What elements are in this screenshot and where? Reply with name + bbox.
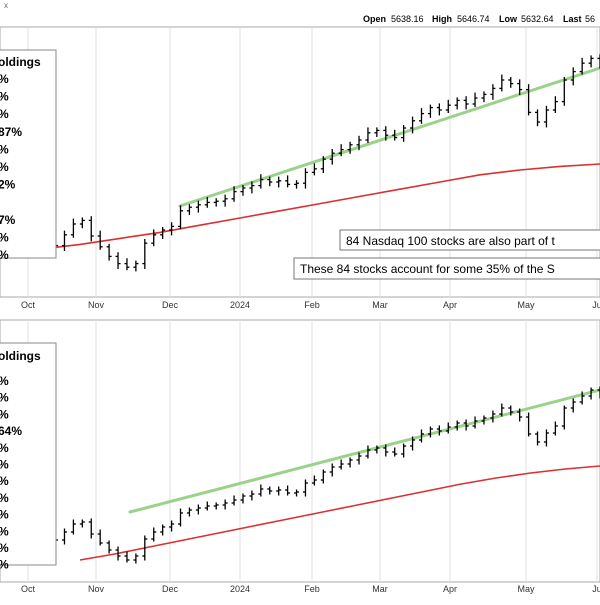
bottom-legend-title: oldings <box>0 349 41 363</box>
top-legend-row: 2% <box>0 178 16 192</box>
bottom-legend-row: % <box>0 458 9 472</box>
bottom-legend-row: % <box>0 491 9 505</box>
top-legend-row: % <box>0 248 9 262</box>
bottom-x-axis: Oct Nov Dec 2024 Feb Mar Apr May Ju <box>21 584 600 594</box>
high-label: High <box>432 14 452 24</box>
bottom-x-tick-label: Mar <box>372 584 388 594</box>
top-chart-panel: oldings %%% 87%%% 2% 7%%% 84 Nasdaq 100 sto… <box>0 27 600 310</box>
bottom-legend-row: % <box>0 508 9 522</box>
open-label: Open <box>363 14 386 24</box>
ohlc-header: x Open 5638.16 High 5646.74 Low 5632.64 … <box>4 1 595 24</box>
annotation-text-1: 84 Nasdaq 100 stocks are also part of t <box>346 234 555 248</box>
top-x-tick-label: Apr <box>443 300 457 310</box>
bottom-legend-row: % <box>0 541 9 555</box>
top-x-tick-label: Nov <box>88 300 105 310</box>
bottom-x-tick-label: Ju <box>592 584 600 594</box>
top-legend-row: % <box>0 107 9 121</box>
bottom-plot-area <box>0 320 600 582</box>
top-x-axis: Oct Nov Dec 2024 Feb Mar Apr May Ju <box>21 300 600 310</box>
bottom-x-tick-label: Feb <box>304 584 320 594</box>
bottom-legend-row: % <box>0 374 9 388</box>
bottom-chart-panel: oldings %%% 64%%%%%%%%% Oct Nov Dec 2024 Feb M… <box>0 320 600 594</box>
top-x-tick-label: Feb <box>304 300 320 310</box>
bottom-legend-row: % <box>0 407 9 421</box>
bottom-legend-row: % <box>0 391 9 405</box>
top-legend-row: % <box>0 230 9 244</box>
low-label: Low <box>499 14 518 24</box>
annotation-text-2: These 84 stocks account for some 35% of … <box>300 262 555 276</box>
bottom-legend-row: 64% <box>0 424 22 438</box>
top-x-tick-label: May <box>517 300 535 310</box>
bottom-legend-row: % <box>0 524 9 538</box>
top-legend-row: 7% <box>0 213 16 227</box>
top-x-tick-label: Oct <box>21 300 36 310</box>
bottom-legend-row: % <box>0 441 9 455</box>
bottom-x-tick-label: Oct <box>21 584 36 594</box>
top-legend-row: % <box>0 142 9 156</box>
bottom-x-tick-label: Nov <box>88 584 105 594</box>
top-holdings-legend: oldings %%% 87%%% 2% 7%%% <box>0 50 56 262</box>
last-label: Last <box>563 14 582 24</box>
top-x-tick-label: Ju <box>592 300 600 310</box>
top-x-tick-label: 2024 <box>230 300 250 310</box>
top-plot-area <box>0 27 600 297</box>
bottom-x-tick-label: Apr <box>443 584 457 594</box>
top-legend-row: % <box>0 90 9 104</box>
high-value: 5646.74 <box>457 14 490 24</box>
top-legend-row: % <box>0 160 9 174</box>
top-x-tick-label: Mar <box>372 300 388 310</box>
bottom-x-tick-label: Dec <box>162 584 179 594</box>
bottom-legend-row: % <box>0 474 9 488</box>
low-value: 5632.64 <box>521 14 554 24</box>
bottom-legend-row: % <box>0 558 9 572</box>
top-x-tick-label: Dec <box>162 300 179 310</box>
bottom-x-tick-label: 2024 <box>230 584 250 594</box>
top-legend-title: oldings <box>0 55 41 69</box>
last-value: 56 <box>585 14 595 24</box>
bottom-holdings-legend: oldings %%% 64%%%%%%%%% <box>0 343 56 572</box>
open-value: 5638.16 <box>391 14 424 24</box>
corner-mark: x <box>4 1 8 10</box>
top-legend-row: % <box>0 72 9 86</box>
bottom-x-tick-label: May <box>517 584 535 594</box>
top-legend-row: 87% <box>0 125 22 139</box>
